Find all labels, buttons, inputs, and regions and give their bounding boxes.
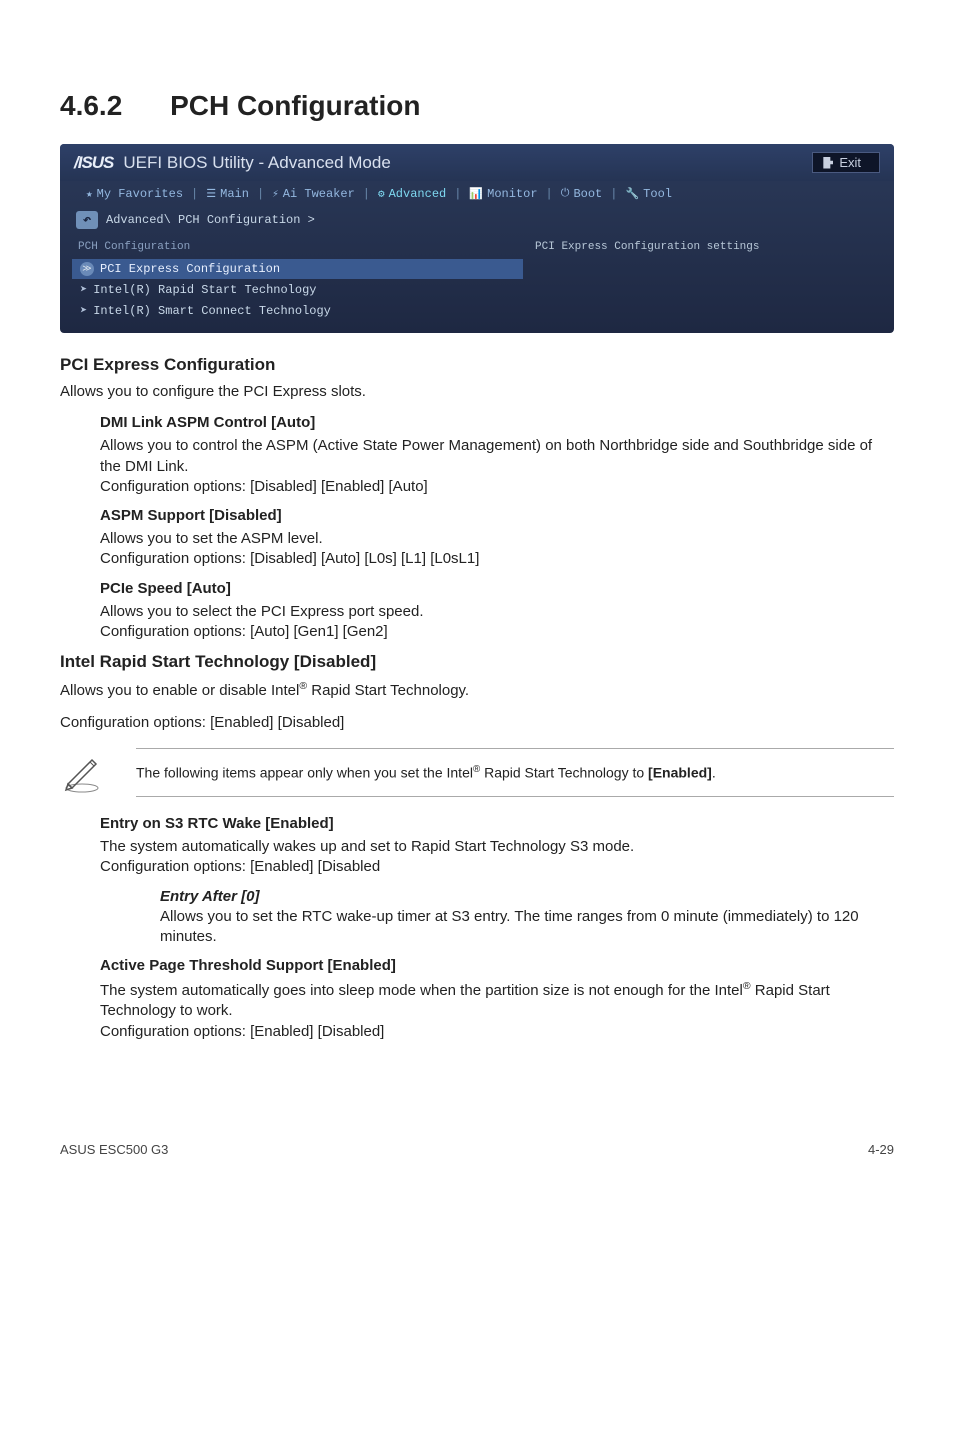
tab-separator: | [257, 187, 264, 201]
tab-separator: | [546, 187, 553, 201]
bios-section-label: PCH Configuration [72, 239, 523, 259]
bios-tabs: ★My Favorites | ☰Main | ⚡Ai Tweaker | ⚙A… [60, 181, 894, 207]
tab-separator: | [363, 187, 370, 201]
bios-help-panel: PCI Express Configuration settings [535, 239, 882, 321]
entry-after-heading: Entry After [0] [160, 888, 894, 905]
pci-express-heading: PCI Express Configuration [60, 355, 894, 375]
aspm-desc: Allows you to set the ASPM level. [100, 529, 894, 549]
bios-help-text: PCI Express Configuration settings [535, 241, 759, 253]
tab-main[interactable]: ☰Main [198, 185, 257, 203]
section-number: 4.6.2 [60, 90, 122, 121]
tab-boot[interactable]: ⏻Boot [553, 185, 611, 203]
breadcrumb-text: Advanced\ PCH Configuration > [106, 213, 315, 227]
bios-left-panel: PCH Configuration ≫ PCI Express Configur… [72, 239, 523, 321]
tab-separator: | [454, 187, 461, 201]
footer-left: ASUS ESC500 G3 [60, 1142, 168, 1157]
aspm-heading: ASPM Support [Disabled] [100, 507, 894, 524]
bios-body: PCH Configuration ≫ PCI Express Configur… [60, 239, 894, 333]
active-page-heading: Active Page Threshold Support [Enabled] [100, 957, 894, 974]
pencil-icon [60, 750, 104, 794]
page-footer: ASUS ESC500 G3 4-29 [60, 1142, 894, 1157]
aspm-section: ASPM Support [Disabled] Allows you to se… [100, 507, 894, 570]
note-content: The following items appear only when you… [136, 748, 894, 798]
chevron-right-icon: ➤ [80, 282, 87, 297]
tab-separator: | [610, 187, 617, 201]
list-icon: ☰ [206, 187, 216, 201]
bios-item-rapid-start[interactable]: ➤ Intel(R) Rapid Start Technology [72, 279, 523, 300]
tab-tool[interactable]: 🔧Tool [617, 185, 680, 203]
dmi-section: DMI Link ASPM Control [Auto] Allows you … [100, 414, 894, 497]
dmi-desc: Allows you to control the ASPM (Active S… [100, 436, 894, 477]
registered-mark: ® [743, 980, 751, 992]
tweaker-icon: ⚡ [272, 187, 279, 201]
aspm-options: Configuration options: [Disabled] [Auto]… [100, 549, 894, 569]
footer-right: 4-29 [868, 1142, 894, 1157]
bios-title: /ISUS UEFI BIOS Utility - Advanced Mode [74, 153, 391, 173]
active-page-section: Active Page Threshold Support [Enabled] … [100, 957, 894, 1042]
pcie-speed-options: Configuration options: [Auto] [Gen1] [Ge… [100, 622, 894, 642]
rapid-start-options: Configuration options: [Enabled] [Disabl… [60, 713, 894, 733]
bios-window: /ISUS UEFI BIOS Utility - Advanced Mode … [60, 144, 894, 333]
bios-item-label: Intel(R) Rapid Start Technology [93, 283, 316, 297]
entry-after-desc: Allows you to set the RTC wake-up timer … [160, 907, 894, 948]
registered-mark: ® [299, 680, 307, 692]
power-icon: ⏻ [561, 188, 570, 200]
exit-label: Exit [839, 155, 861, 170]
entry-s3-heading: Entry on S3 RTC Wake [Enabled] [100, 815, 894, 832]
monitor-icon: 📊 [469, 187, 483, 201]
pcie-speed-heading: PCIe Speed [Auto] [100, 580, 894, 597]
gear-icon: ⚙ [378, 187, 385, 201]
dmi-heading: DMI Link ASPM Control [Auto] [100, 414, 894, 431]
back-button[interactable]: ↶ [76, 211, 98, 229]
note-box: The following items appear only when you… [60, 748, 894, 798]
active-page-desc: The system automatically goes into sleep… [100, 979, 894, 1022]
section-heading: 4.6.2 PCH Configuration [60, 90, 894, 122]
entry-s3-desc: The system automatically wakes up and se… [100, 837, 894, 857]
rapid-start-heading: Intel Rapid Start Technology [Disabled] [60, 652, 894, 672]
bios-breadcrumb: ↶ Advanced\ PCH Configuration > [60, 207, 894, 239]
tab-separator: | [191, 187, 198, 201]
entry-s3-section: Entry on S3 RTC Wake [Enabled] The syste… [100, 815, 894, 878]
pcie-speed-desc: Allows you to select the PCI Express por… [100, 602, 894, 622]
tab-advanced[interactable]: ⚙Advanced [370, 185, 454, 203]
pci-express-desc: Allows you to configure the PCI Express … [60, 382, 894, 402]
tab-tweaker[interactable]: ⚡Ai Tweaker [264, 185, 363, 203]
chevron-right-icon: ➤ [80, 303, 87, 318]
bios-item-pci-express[interactable]: ≫ PCI Express Configuration [72, 259, 523, 279]
bios-title-text: UEFI BIOS Utility - Advanced Mode [123, 153, 390, 173]
rapid-start-desc: Allows you to enable or disable Intel® R… [60, 679, 894, 701]
exit-button[interactable]: Exit [812, 152, 880, 173]
dmi-options: Configuration options: [Disabled] [Enabl… [100, 477, 894, 497]
tool-icon: 🔧 [625, 187, 639, 201]
bios-item-label: Intel(R) Smart Connect Technology [93, 304, 331, 318]
active-page-options: Configuration options: [Enabled] [Disabl… [100, 1022, 894, 1042]
tab-monitor[interactable]: 📊Monitor [461, 185, 545, 203]
bios-titlebar: /ISUS UEFI BIOS Utility - Advanced Mode … [60, 144, 894, 181]
chevron-right-icon: ≫ [80, 262, 94, 276]
tab-favorites[interactable]: ★My Favorites [78, 185, 191, 203]
section-title: PCH Configuration [170, 90, 420, 121]
bios-item-smart-connect[interactable]: ➤ Intel(R) Smart Connect Technology [72, 300, 523, 321]
pcie-speed-section: PCIe Speed [Auto] Allows you to select t… [100, 580, 894, 643]
bios-item-label: PCI Express Configuration [100, 262, 280, 276]
star-icon: ★ [86, 187, 93, 201]
asus-logo: /ISUS [74, 153, 113, 173]
entry-s3-options: Configuration options: [Enabled] [Disabl… [100, 857, 894, 877]
entry-after-section: Entry After [0] Allows you to set the RT… [160, 888, 894, 948]
